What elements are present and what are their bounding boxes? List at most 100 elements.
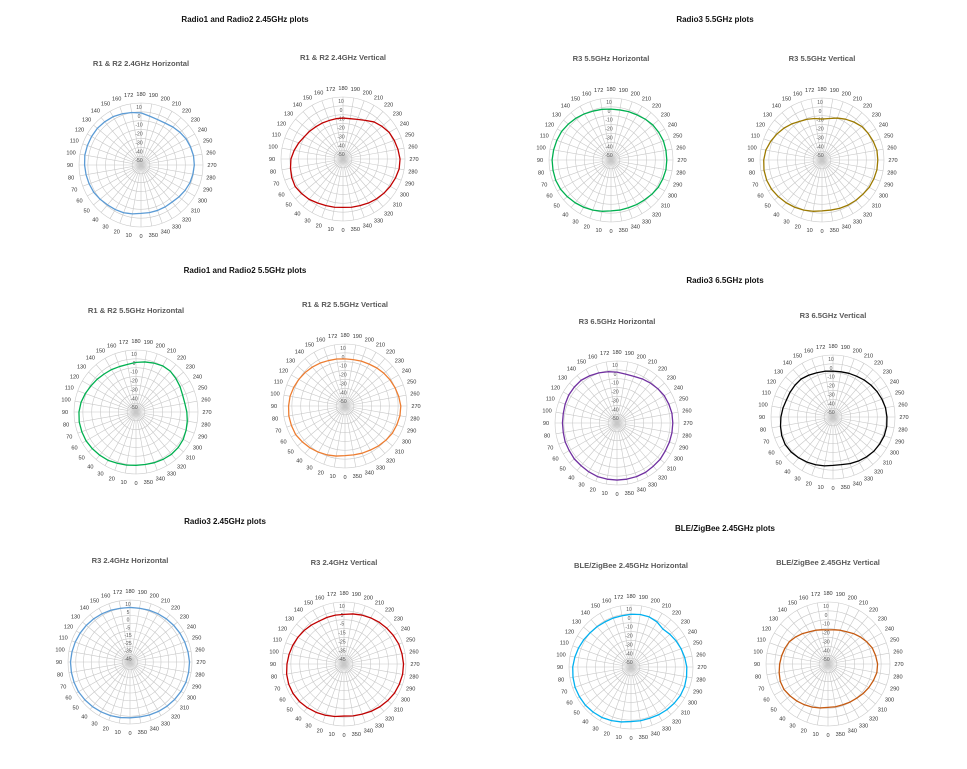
radial-tick-label: -30: [611, 398, 618, 404]
polar-chart: BLE/ZigBee 2.45GHz Vertical 10 0 -10 -20 -30-…: [737, 558, 919, 758]
angle-tick-label: 172: [113, 590, 122, 596]
radial-tick-label: -20: [605, 127, 612, 133]
angle-tick-label: 50: [764, 204, 770, 210]
angle-tick-label: 180: [136, 92, 145, 98]
grid-spoke: [630, 666, 643, 729]
chart-title: BLE/ZigBee 2.45GHz Horizontal: [574, 561, 688, 570]
angle-tick-label: 250: [890, 638, 899, 644]
grid-spoke: [832, 363, 865, 418]
angle-tick-label: 70: [60, 684, 66, 690]
grid-spoke: [821, 159, 870, 201]
radial-tick-label: 10: [606, 100, 612, 106]
angle-tick-label: 172: [600, 351, 609, 357]
grid-spoke: [342, 158, 365, 218]
angle-tick-label: 300: [193, 446, 202, 452]
radial-tick-label: -50: [135, 158, 142, 164]
grid-spoke: [343, 602, 356, 665]
grid-spoke: [609, 666, 632, 726]
angle-tick-label: 260: [409, 650, 418, 656]
grid-spoke: [119, 164, 142, 224]
grid-spoke: [555, 422, 618, 435]
grid-spoke: [286, 384, 346, 407]
grid-spoke: [74, 400, 137, 413]
angle-tick-label: 300: [674, 457, 683, 463]
grid-spoke: [827, 632, 882, 665]
series-line: [779, 370, 888, 467]
angle-tick-label: 300: [688, 701, 697, 707]
radial-tick-label: 5: [341, 613, 344, 619]
angle-tick-label: 280: [410, 416, 419, 422]
grid-spoke: [296, 663, 345, 705]
angle-tick-label: 110: [70, 139, 79, 145]
polar-chart: R1 & R2 2.4GHz Vertical 10 0 -10 -20 -30 -40 -5…: [252, 53, 434, 253]
angle-tick-label: 230: [393, 111, 402, 117]
grid-spoke: [616, 364, 639, 424]
grid-spoke: [140, 103, 153, 166]
angle-tick-label: 60: [546, 194, 552, 200]
grid-spoke: [763, 159, 823, 182]
polar-chart: R1 & R2 5.5GHz Vertical 10 0 -10 -20 -30 -40 -5…: [254, 300, 436, 500]
angle-tick-label: 160: [793, 91, 802, 97]
radial-tick-label: -35: [338, 648, 345, 654]
angle-tick-label: 200: [842, 91, 851, 97]
grid-spoke: [563, 119, 612, 161]
grid-spoke: [821, 159, 881, 182]
grid-spoke: [785, 416, 834, 458]
angle-tick-label: 60: [280, 440, 286, 446]
angle-tick-label: 110: [757, 638, 766, 644]
grid-spoke: [616, 422, 649, 477]
grid-spoke: [140, 164, 153, 227]
angle-tick-label: 40: [81, 714, 87, 720]
angle-tick-label: 70: [66, 434, 72, 440]
grid-spoke: [140, 164, 163, 224]
angle-tick-label: 150: [304, 601, 313, 607]
grid-spoke: [616, 382, 665, 424]
grid-spoke: [599, 666, 632, 721]
grid-spoke: [140, 106, 163, 166]
angle-tick-label: 10: [813, 732, 819, 738]
angle-tick-label: 100: [753, 650, 762, 656]
angle-tick-label: 250: [198, 386, 207, 392]
angle-tick-label: 280: [206, 175, 215, 181]
grid-spoke: [82, 621, 131, 663]
angle-tick-label: 180: [131, 339, 140, 345]
angle-tick-label: 260: [410, 392, 419, 398]
angle-tick-label: 120: [70, 375, 79, 381]
grid-spoke: [796, 663, 829, 718]
grid-spoke: [79, 164, 142, 177]
angle-tick-label: 250: [693, 641, 702, 647]
grid-spoke: [129, 661, 171, 710]
radial-tick-label: 0: [825, 613, 828, 619]
angle-tick-label: 80: [755, 674, 761, 680]
grid-spoke: [806, 663, 829, 723]
angle-tick-label: 240: [879, 123, 888, 129]
grid-spoke: [129, 650, 192, 663]
angle-tick-label: 180: [823, 591, 832, 597]
grid-spoke: [321, 100, 344, 160]
angle-tick-label: 210: [167, 349, 176, 355]
angle-tick-label: 60: [71, 446, 77, 452]
grid-spoke: [303, 616, 345, 665]
group-title: Radio1 and Radio2 2.45GHz plots: [181, 15, 309, 24]
grid-spoke: [140, 153, 203, 166]
group-title: Radio3 6.5GHz plots: [686, 276, 764, 285]
grid-spoke: [610, 159, 670, 182]
angle-tick-label: 350: [841, 485, 850, 491]
angle-tick-label: 180: [817, 87, 826, 93]
angle-tick-label: 160: [799, 595, 808, 601]
grid-spoke: [284, 158, 344, 181]
grid-spoke: [140, 124, 189, 166]
angle-tick-label: 280: [676, 170, 685, 176]
angle-tick-label: 172: [327, 592, 336, 598]
grid-spoke: [630, 666, 672, 715]
grid-spoke: [304, 405, 346, 454]
radial-tick-label: -10: [605, 118, 612, 124]
grid-spoke: [343, 616, 385, 665]
angle-tick-label: 20: [114, 230, 120, 236]
grid-spoke: [343, 663, 398, 696]
series-line: [69, 606, 191, 719]
angle-tick-label: 240: [668, 123, 677, 129]
grid-spoke: [311, 158, 344, 213]
angle-tick-label: 140: [91, 109, 100, 115]
radial-tick-label: -40: [822, 648, 829, 654]
